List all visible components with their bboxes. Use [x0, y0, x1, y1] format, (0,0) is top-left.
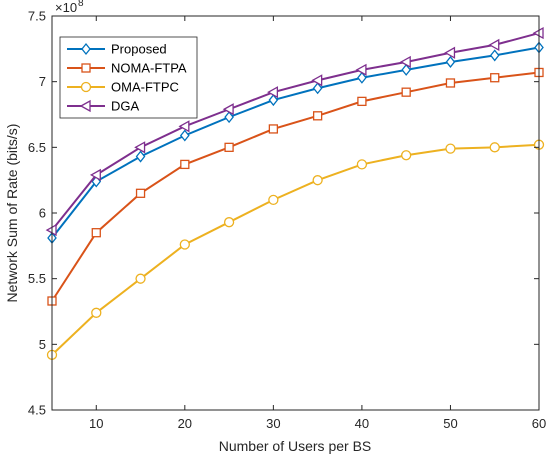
data-point — [178, 120, 190, 133]
data-point — [180, 159, 190, 170]
y-axis-label: Network Sum of Rate (bits/s) — [4, 124, 20, 303]
data-point — [312, 175, 323, 186]
data-point — [134, 141, 146, 154]
x-tick-label: 50 — [443, 416, 457, 431]
y-tick-label: 7 — [39, 74, 46, 89]
data-point — [179, 129, 190, 142]
data-point — [135, 188, 146, 198]
legend-entry: OMA-FTPC — [67, 80, 179, 95]
y-tick-label: 5.5 — [28, 271, 46, 286]
data-point — [357, 96, 367, 107]
legend-marker — [81, 63, 91, 73]
data-point — [223, 217, 235, 228]
series-proposed — [47, 41, 544, 244]
legend-label: DGA — [111, 99, 140, 114]
data-point — [356, 159, 368, 170]
legend-entry: DGA — [67, 99, 140, 114]
x-tick-label: 30 — [266, 416, 280, 431]
legend-marker — [79, 99, 91, 113]
data-point — [445, 143, 456, 154]
y-exponent-base: ×10 — [55, 0, 77, 15]
legend-entry: NOMA-FTPA — [67, 61, 187, 76]
data-point — [268, 124, 279, 134]
x-axis-label: Number of Users per BS — [219, 438, 372, 454]
data-point — [489, 142, 500, 153]
data-point — [91, 307, 102, 318]
data-point — [312, 82, 323, 95]
x-tick-label: 10 — [89, 416, 103, 431]
x-tick-label: 60 — [532, 416, 546, 431]
data-point — [401, 150, 412, 161]
series-line — [51, 46, 540, 239]
series-layer — [45, 26, 545, 360]
data-point — [489, 49, 500, 62]
x-tick-label: 20 — [178, 416, 192, 431]
data-point — [91, 228, 101, 238]
legend-label: NOMA-FTPA — [111, 61, 187, 76]
data-point — [399, 55, 411, 69]
y-tick-label: 7.5 — [28, 9, 46, 24]
data-point — [89, 168, 101, 182]
y-tick-label: 4.5 — [28, 403, 46, 418]
data-point — [135, 150, 146, 163]
data-point — [268, 194, 279, 206]
data-point — [445, 55, 456, 69]
legend: Proposed NOMA-FTPA OMA-FTPC DGA — [59, 36, 198, 119]
data-point — [444, 46, 456, 59]
series-dga — [45, 26, 544, 237]
series-line — [51, 143, 540, 356]
data-point — [490, 73, 500, 83]
series-line — [51, 32, 540, 231]
x-tick-label: 40 — [355, 416, 369, 431]
y-tick-label: 5 — [39, 337, 46, 352]
data-point — [445, 78, 456, 88]
legend-marker — [80, 81, 92, 93]
ticks-layer: 10 20 30 40 50 60 4.5 5 5.5 6 6.5 7 7.5 — [28, 9, 546, 432]
y-tick-label: 6.5 — [28, 140, 46, 155]
series-oma-ftpc — [46, 139, 545, 360]
data-point — [355, 63, 367, 76]
series-line — [51, 71, 540, 302]
legend-marker — [81, 42, 91, 56]
data-point — [222, 103, 234, 116]
data-point — [224, 142, 234, 152]
legend-label: OMA-FTPC — [111, 80, 179, 95]
legend-entry: Proposed — [67, 42, 167, 57]
data-point — [488, 38, 500, 51]
data-point — [357, 71, 367, 84]
data-point — [268, 94, 279, 107]
legend-label: Proposed — [111, 42, 167, 57]
data-point — [401, 63, 412, 76]
data-point — [312, 111, 323, 121]
data-point — [135, 273, 146, 284]
data-point — [311, 74, 323, 87]
data-point — [224, 111, 234, 124]
data-point — [179, 239, 190, 250]
data-point — [267, 86, 279, 99]
y-tick-label: 6 — [39, 206, 46, 221]
y-exponent-power: 8 — [78, 0, 84, 9]
data-point — [401, 87, 411, 97]
